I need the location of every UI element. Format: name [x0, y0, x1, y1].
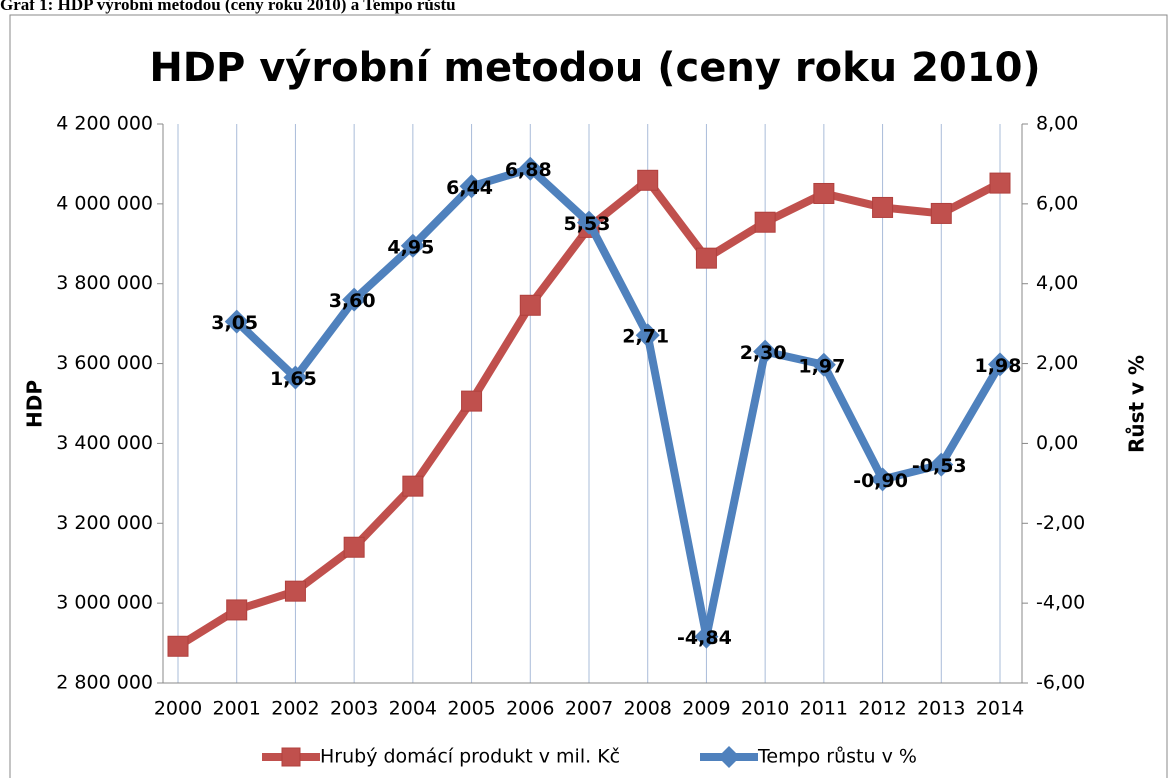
marker [226, 599, 248, 621]
y2-tick-label: -4,00 [1036, 592, 1085, 614]
marker [753, 339, 778, 364]
y2-tick-label: 4,00 [1036, 272, 1078, 294]
marker [224, 309, 249, 334]
y2-tick-label: 0,00 [1036, 432, 1078, 454]
data-label: 1,98 [975, 355, 1022, 377]
marker [342, 287, 367, 312]
data-label: 3,60 [329, 290, 376, 312]
marker [695, 247, 717, 269]
y2-axis-title: Růst v % [1125, 355, 1149, 453]
x-tick-label: 2010 [741, 698, 789, 720]
data-label: -0,53 [912, 455, 967, 477]
legend-marker [281, 747, 301, 767]
marker [929, 452, 954, 477]
marker [989, 172, 1011, 194]
marker [811, 352, 836, 377]
marker [813, 182, 835, 204]
x-tick-label: 2011 [800, 698, 848, 720]
data-label: 2,71 [622, 326, 669, 348]
data-label: 4,95 [387, 236, 434, 258]
caption: Graf 1: HDP výrobní metodou (ceny roku 2… [0, 0, 456, 14]
marker [167, 635, 189, 657]
marker [637, 169, 659, 191]
marker [870, 467, 895, 492]
y2-tick-label: 8,00 [1036, 113, 1078, 135]
x-tick-label: 2001 [213, 698, 261, 720]
y-tick-label: 2 800 000 [56, 672, 153, 694]
y-axis-title: HDP [23, 380, 47, 428]
x-tick-label: 2009 [682, 698, 730, 720]
data-label: 2,30 [740, 342, 787, 364]
y2-tick-label: 6,00 [1036, 192, 1078, 214]
marker [283, 365, 308, 390]
marker [519, 294, 541, 316]
marker [635, 323, 660, 348]
marker [284, 580, 306, 602]
marker [988, 352, 1012, 377]
data-label: 6,88 [505, 159, 552, 181]
data-label: -0,90 [853, 470, 908, 492]
marker [400, 233, 425, 258]
y-tick-label: 4 200 000 [56, 113, 153, 135]
marker [694, 624, 719, 649]
x-tick-label: 2012 [858, 698, 906, 720]
marker [461, 390, 483, 412]
x-tick-label: 2004 [389, 698, 437, 720]
data-label: 5,53 [564, 213, 611, 235]
series-line [233, 164, 1004, 641]
data-label: 3,05 [211, 312, 258, 334]
marker [872, 196, 894, 218]
marker [577, 210, 601, 235]
x-tick-label: 2013 [917, 698, 965, 720]
y-tick-label: 3 600 000 [56, 352, 153, 374]
marker [518, 156, 543, 181]
marker [402, 475, 424, 497]
x-tick-label: 2014 [976, 698, 1024, 720]
x-tick-label: 2000 [154, 698, 202, 720]
marker [459, 174, 484, 199]
marker [343, 536, 365, 558]
y-tick-label: 3 000 000 [56, 592, 153, 614]
y2-tick-label: -6,00 [1036, 672, 1085, 694]
marker [930, 202, 952, 224]
marker [754, 211, 776, 233]
x-tick-label: 2008 [624, 698, 672, 720]
legend-label: Tempo růstu v % [757, 746, 917, 768]
chart-title: HDP výrobní metodou (ceny roku 2010) [149, 45, 1040, 91]
y-tick-label: 3 200 000 [56, 512, 153, 534]
data-label: -4,84 [677, 627, 732, 649]
data-label: 1,97 [798, 355, 845, 377]
x-tick-label: 2006 [506, 698, 554, 720]
x-tick-label: 2003 [330, 698, 378, 720]
y-tick-label: 3 800 000 [56, 272, 153, 294]
x-tick-label: 2002 [271, 698, 319, 720]
data-label: 6,44 [446, 177, 493, 199]
legend-label: Hrubý domácí produkt v mil. Kč [320, 746, 620, 768]
legend-marker [718, 746, 740, 768]
y-tick-label: 3 400 000 [56, 432, 153, 454]
data-label: 1,65 [270, 368, 317, 390]
y2-tick-label: 2,00 [1036, 352, 1078, 374]
x-tick-label: 2007 [565, 698, 613, 720]
x-tick-label: 2005 [447, 698, 495, 720]
y-tick-label: 4 000 000 [56, 192, 153, 214]
y2-tick-label: -2,00 [1036, 512, 1085, 534]
